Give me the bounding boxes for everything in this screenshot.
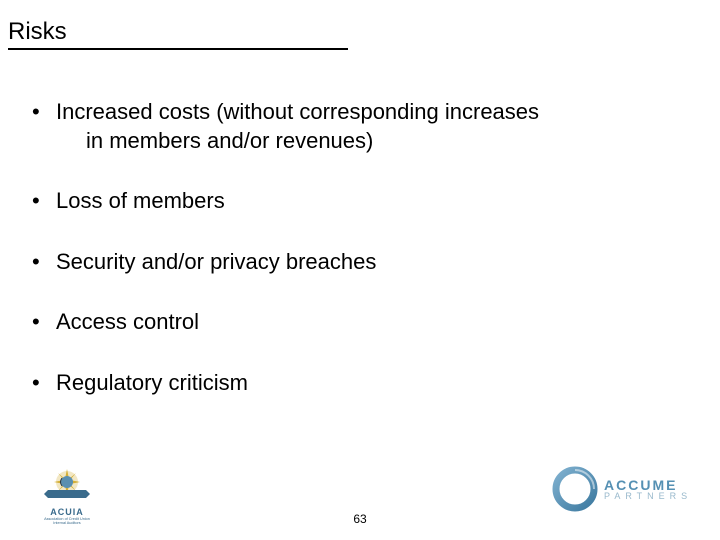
accume-sub: PARTNERS (604, 492, 692, 501)
bullet-text: Increased costs (without corresponding i… (56, 99, 539, 124)
list-item: Increased costs (without corresponding i… (28, 98, 688, 155)
bullet-text: Security and/or privacy breaches (56, 249, 376, 274)
bullet-text: Access control (56, 309, 199, 334)
acuia-emblem-icon (40, 468, 94, 502)
list-item: Security and/or privacy breaches (28, 248, 688, 277)
acuia-sub2: Internal Auditors (28, 521, 106, 525)
list-item: Loss of members (28, 187, 688, 216)
accume-text-block: ACCUME PARTNERS (604, 478, 692, 501)
accume-logo: ACCUME PARTNERS (552, 462, 702, 516)
accume-ring-icon (552, 466, 598, 512)
bullet-text: Regulatory criticism (56, 370, 248, 395)
acuia-logo: ACUIA Association of Credit Union Intern… (28, 464, 106, 522)
slide: Risks Increased costs (without correspon… (0, 0, 720, 540)
page-number: 63 (353, 512, 366, 526)
list-item: Regulatory criticism (28, 369, 688, 398)
title-underline: Risks (8, 18, 348, 50)
bullet-list: Increased costs (without corresponding i… (28, 98, 688, 430)
accume-name: ACCUME (604, 478, 692, 492)
bullet-text-wrap: in members and/or revenues) (56, 127, 688, 156)
list-item: Access control (28, 308, 688, 337)
bullet-text: Loss of members (56, 188, 225, 213)
acuia-name: ACUIA (28, 507, 106, 517)
page-title: Risks (8, 18, 67, 45)
